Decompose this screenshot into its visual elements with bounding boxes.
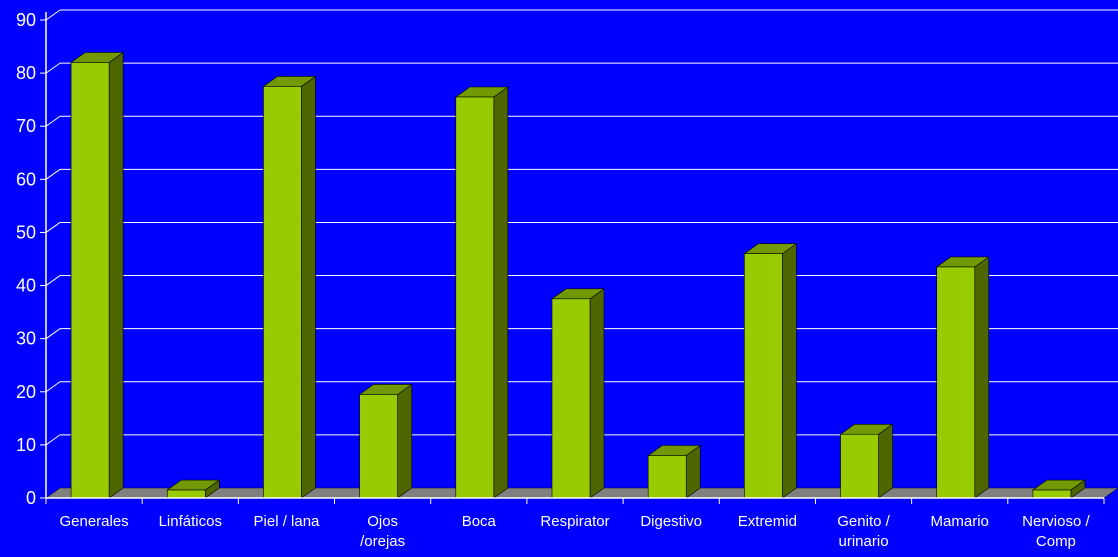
bar bbox=[551, 288, 605, 499]
x-axis: Generales Linfáticos Piel / lana Ojos/oreja… bbox=[45, 497, 1105, 550]
bar bbox=[743, 243, 798, 499]
x-tick-label: Genito / urinario bbox=[837, 513, 890, 550]
bar-side bbox=[397, 383, 412, 499]
bar-side bbox=[782, 243, 797, 499]
y-tick-label: 70 bbox=[16, 116, 36, 136]
bar-front bbox=[551, 298, 591, 499]
bar bbox=[262, 75, 317, 499]
x-tick-label: Linfáticos bbox=[159, 513, 222, 530]
gridline-diagonal bbox=[45, 328, 61, 340]
bar bbox=[839, 423, 894, 499]
y-tick-label: 10 bbox=[16, 435, 36, 455]
y-tick-label: 90 bbox=[16, 10, 36, 30]
x-tick-label: Generales bbox=[59, 513, 128, 530]
bar-front bbox=[936, 266, 976, 499]
x-tick-label: Boca bbox=[462, 513, 497, 530]
y-tick-label: 80 bbox=[16, 63, 36, 83]
y-tick-label: 60 bbox=[16, 169, 36, 189]
gridline-diagonal bbox=[45, 168, 61, 180]
bar-front bbox=[744, 253, 783, 499]
gridline-diagonal bbox=[45, 222, 61, 233]
bar-front bbox=[359, 394, 398, 499]
y-tick-label: 0 bbox=[26, 488, 36, 508]
x-tick-label: Piel / lana bbox=[254, 513, 321, 530]
bar bbox=[454, 86, 509, 499]
bar-front bbox=[455, 96, 495, 499]
y-tick-label: 20 bbox=[16, 382, 36, 402]
x-tick-label: Extremid bbox=[738, 513, 797, 530]
x-tick-label: Nervioso / Comp bbox=[1022, 513, 1090, 550]
bar bbox=[935, 256, 990, 499]
bar-side bbox=[301, 75, 316, 499]
gridline-diagonal bbox=[45, 275, 61, 286]
bar-side bbox=[974, 256, 990, 499]
bar-side bbox=[493, 86, 509, 499]
bar-front bbox=[70, 62, 110, 499]
bar-front bbox=[166, 489, 206, 499]
gridline-diagonal bbox=[45, 62, 61, 74]
gridline-diagonal bbox=[45, 434, 61, 446]
x-tick-label: Mamario bbox=[931, 513, 989, 530]
bar bbox=[166, 479, 221, 499]
x-tick-label: Respirator bbox=[540, 513, 609, 530]
bar-front bbox=[840, 433, 879, 499]
x-tick-label: Digestivo bbox=[640, 513, 702, 530]
bar-front bbox=[1032, 489, 1072, 499]
x-tick-label: Ojos/orejas bbox=[360, 513, 405, 550]
bar bbox=[647, 444, 702, 499]
bar-front bbox=[263, 86, 302, 499]
bar-front bbox=[647, 455, 687, 499]
bar-side bbox=[878, 423, 893, 499]
y-tick-label: 40 bbox=[16, 276, 36, 296]
gridline-diagonal bbox=[45, 9, 61, 21]
gridline-diagonal bbox=[45, 115, 61, 127]
y-tick-label: 50 bbox=[16, 222, 36, 242]
bar bbox=[70, 51, 125, 499]
bar-side bbox=[108, 51, 124, 499]
gridline-diagonal bbox=[45, 381, 61, 393]
bar bbox=[1031, 479, 1086, 499]
y-tick-label: 30 bbox=[16, 329, 36, 349]
bar bbox=[358, 383, 413, 499]
y-axis: 0 10 20 30 40 50 60 70 80 90 bbox=[16, 10, 47, 508]
bars bbox=[70, 51, 1086, 499]
bar-side bbox=[589, 288, 605, 499]
